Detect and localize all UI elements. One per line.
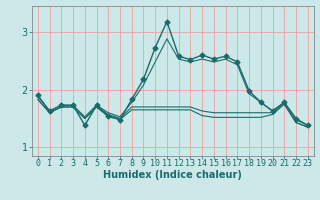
X-axis label: Humidex (Indice chaleur): Humidex (Indice chaleur) (103, 170, 242, 180)
